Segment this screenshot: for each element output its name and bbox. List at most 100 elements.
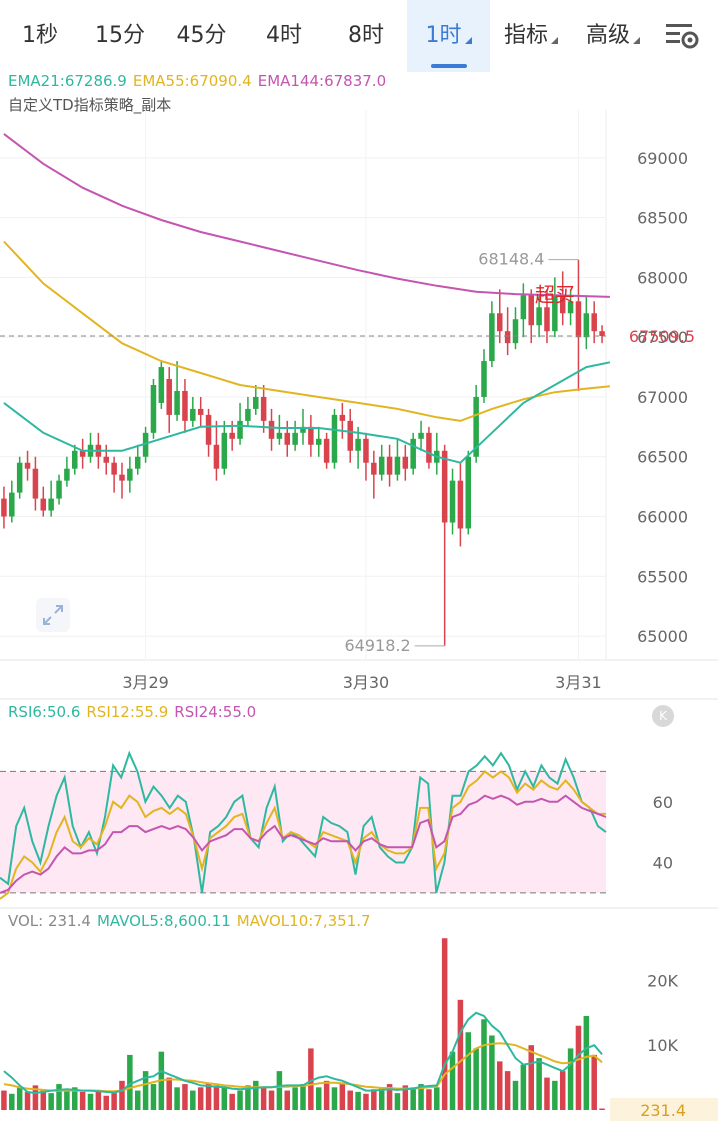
candle-body — [40, 498, 47, 511]
volume-bar — [134, 1090, 141, 1110]
tab-8[interactable]: 高级 — [572, 0, 654, 72]
price-tick-label: 68500 — [637, 209, 688, 228]
volume-bar — [465, 1032, 472, 1110]
volume-bar — [355, 1091, 361, 1110]
candle-body — [190, 408, 196, 421]
chart-settings-icon[interactable] — [662, 18, 702, 54]
volume-bar — [363, 1093, 369, 1110]
tab-4[interactable]: 4时 — [243, 0, 325, 72]
tab-1[interactable]: 1秒 — [0, 0, 80, 72]
time-tick-label: 3月29 — [122, 673, 169, 692]
candle-body — [386, 456, 393, 475]
volume-bar — [544, 1077, 550, 1110]
volume-bar — [72, 1087, 78, 1110]
candle-body — [449, 480, 456, 523]
candle-body — [347, 420, 353, 451]
candle-body — [142, 432, 149, 457]
volume-bar — [95, 1090, 102, 1110]
vol-legend-item-2: MAVOL5:8,600.11 — [96, 912, 231, 930]
volume-bar — [292, 1087, 298, 1110]
volume-bar — [371, 1089, 377, 1110]
ema-legend-item-2: EMA55:67090.4 — [132, 72, 252, 90]
candle-body — [323, 438, 330, 463]
candle-body — [127, 468, 133, 481]
tab-5[interactable]: 8时 — [325, 0, 407, 72]
volume-bar — [190, 1090, 196, 1110]
volume-bar — [237, 1090, 243, 1110]
candle-body — [371, 462, 377, 475]
vol-legend-item-1: VOL: 231.4 — [8, 912, 91, 930]
volume-bar — [1, 1090, 7, 1110]
volume-bar — [87, 1093, 94, 1110]
volume-bar — [127, 1054, 133, 1110]
tab-label: 1时 — [425, 23, 462, 48]
volume-bar — [119, 1080, 125, 1110]
price-tick-label: 67500 — [637, 328, 688, 347]
price-tick-label: 67000 — [637, 388, 688, 407]
volume-bar — [331, 1087, 338, 1110]
volume-bar — [489, 1035, 495, 1110]
volume-bar — [347, 1090, 353, 1110]
volume-bar — [221, 1087, 228, 1110]
candle-body — [276, 432, 283, 439]
volume-bar — [276, 1071, 283, 1110]
ema-legend-item-1: EMA21:67286.9 — [8, 72, 127, 90]
volume-bar — [441, 938, 448, 1110]
rsi-legend: RSI6:50.6 RSI12:55.9 RSI24:55.0 — [8, 703, 262, 721]
volume-bar — [166, 1077, 172, 1110]
volume-bar — [315, 1087, 322, 1110]
candle-body — [119, 474, 125, 481]
candle-body — [418, 432, 424, 439]
candle-body — [103, 456, 110, 463]
k-collapse-icon[interactable]: K — [652, 705, 674, 727]
candle-body — [229, 432, 235, 439]
tab-3[interactable]: 45分 — [160, 0, 243, 72]
candle-body — [457, 480, 464, 529]
volume-bar — [16, 1087, 23, 1110]
candle-body — [284, 432, 291, 445]
candle-body — [150, 385, 157, 433]
volume-bar — [449, 1051, 456, 1110]
volume-bar — [504, 1071, 511, 1110]
candle-body — [528, 295, 534, 326]
candle-body — [559, 295, 566, 314]
ema21-line — [3, 361, 611, 464]
candle-body — [237, 420, 243, 439]
volume-bar — [496, 1061, 503, 1110]
candle-body — [245, 408, 251, 421]
volume-bar — [64, 1090, 70, 1110]
candle-body — [378, 456, 385, 475]
tab-2[interactable]: 15分 — [80, 0, 160, 72]
volume-bar — [229, 1093, 235, 1110]
candle-body — [536, 307, 542, 326]
ema-legend: EMA21:67286.9 EMA55:67090.4 EMA144:67837.0 — [8, 72, 392, 90]
tab-6[interactable]: 1时 — [407, 0, 490, 72]
volume-bar — [103, 1095, 110, 1110]
candle-body — [24, 462, 31, 469]
volume-bar — [174, 1087, 180, 1110]
volume-bar — [481, 1019, 487, 1110]
candle-body — [1, 498, 7, 517]
candle-body — [79, 450, 86, 457]
candle-body — [481, 361, 487, 397]
candle-body — [253, 396, 259, 409]
volume-bar — [528, 1045, 534, 1110]
candle-body — [363, 438, 369, 463]
price-tick-label: 69000 — [637, 149, 688, 168]
volume-bar — [599, 1108, 605, 1110]
volume-bar — [56, 1084, 62, 1110]
candle-body — [182, 390, 188, 421]
dropdown-caret-icon — [464, 37, 472, 44]
candle-body — [174, 390, 180, 415]
tab-7[interactable]: 指标 — [490, 0, 572, 72]
volume-bar — [567, 1048, 574, 1110]
volume-bar — [182, 1084, 188, 1110]
candle-body — [268, 420, 275, 439]
candle-body — [166, 379, 172, 415]
expand-icon[interactable] — [36, 598, 70, 632]
volume-bar — [40, 1089, 47, 1110]
candle-body — [591, 313, 597, 332]
volume-bar — [386, 1084, 393, 1110]
volume-bar — [260, 1087, 267, 1110]
